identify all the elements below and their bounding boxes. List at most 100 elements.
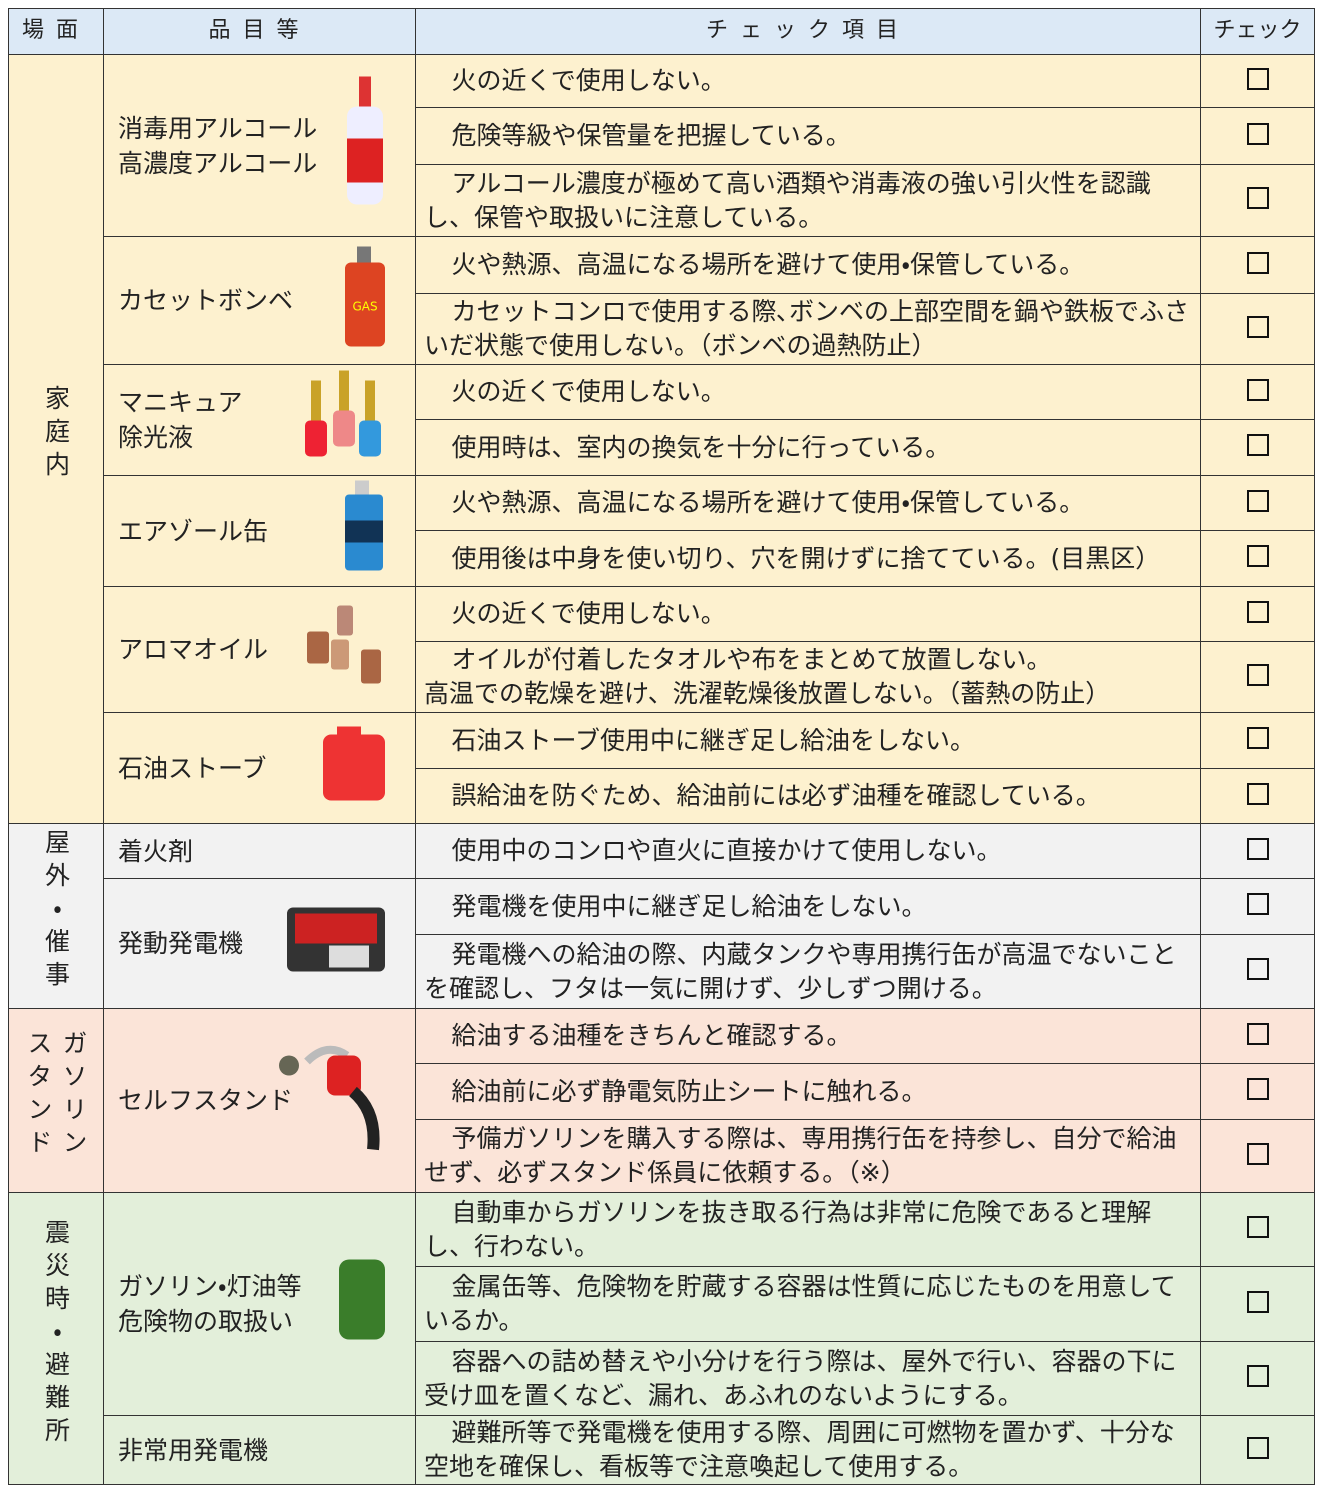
item-name: エアゾール缶 bbox=[118, 516, 269, 546]
item-cell: セルフスタンド bbox=[103, 1008, 416, 1193]
check-text: 金属缶等、危険物を貯蔵する容器は性質に応じたものを用意しているか。 bbox=[415, 1266, 1201, 1342]
checkbox-cell bbox=[1200, 293, 1315, 365]
checkbox[interactable] bbox=[1246, 893, 1269, 915]
checkbox[interactable] bbox=[1246, 1142, 1269, 1165]
item-icon bbox=[303, 605, 387, 694]
check-row: 屋外・催事 着火剤 使用中のコンロや直火に直接かけて使用しない。 bbox=[8, 823, 1315, 1009]
item-icon bbox=[277, 1041, 387, 1160]
check-row: 家庭内 消毒用アルコール 高濃度アルコール火の近くで使用しない。 bbox=[8, 54, 1315, 824]
checkbox[interactable] bbox=[1246, 251, 1269, 274]
checkbox[interactable] bbox=[1246, 545, 1269, 567]
item-cell: カセットボンベ GAS bbox=[103, 236, 416, 365]
checkbox-cell bbox=[1200, 712, 1315, 769]
item-name: マニキュア 除光液 bbox=[118, 388, 243, 452]
item-name: 着火剤 bbox=[118, 836, 194, 866]
scene-label: ガソリン スタンド bbox=[24, 1030, 88, 1162]
item-icon: GAS bbox=[343, 246, 387, 355]
scene-label: 屋外・催事 bbox=[41, 829, 71, 994]
item-icon bbox=[321, 726, 387, 810]
check-text: 給油する油種をきちんと確認する。 bbox=[415, 1008, 1201, 1064]
checkbox-cell bbox=[1200, 823, 1315, 879]
checkbox[interactable] bbox=[1246, 67, 1269, 90]
checkbox-cell bbox=[1200, 1341, 1315, 1416]
checkbox-cell bbox=[1200, 768, 1315, 824]
checkbox-cell bbox=[1200, 236, 1315, 294]
scene-cell: 屋外・催事 bbox=[8, 823, 104, 1009]
checkbox[interactable] bbox=[1246, 1022, 1269, 1045]
checkbox[interactable] bbox=[1246, 727, 1269, 749]
check-text: 危険等級や保管量を把握している。 bbox=[415, 107, 1201, 165]
check-text: アルコール濃度が極めて高い酒類や消毒液の強い引火性を認識し、保管や取扱いに注意し… bbox=[415, 164, 1201, 237]
item-name: 石油ストーブ bbox=[118, 753, 267, 783]
item-name: セルフスタンド bbox=[118, 1086, 294, 1115]
check-text: 発電機を使用中に継ぎ足し給油をしない。 bbox=[415, 878, 1201, 935]
checkbox-cell bbox=[1200, 1266, 1315, 1342]
check-text: 石油ストーブ使用中に継ぎ足し給油をしない。 bbox=[415, 712, 1201, 769]
check-text: 火や熱源、高温になる場所を避けて使用・保管している。 bbox=[415, 236, 1201, 294]
checkbox[interactable] bbox=[1246, 315, 1269, 338]
check-text: 避難所等で発電機を使用する際、周囲に可燃物を置かず、十分な空地を確保し、看板等で… bbox=[415, 1415, 1201, 1485]
checkbox-cell bbox=[1200, 107, 1315, 165]
item-cell: アロマオイル bbox=[103, 586, 416, 713]
checkbox[interactable] bbox=[1246, 1216, 1269, 1238]
header-item: 品目等 bbox=[103, 8, 416, 55]
checkbox[interactable] bbox=[1246, 1290, 1269, 1313]
header-check-item: チェック項目 bbox=[415, 8, 1201, 55]
checkbox-cell bbox=[1200, 530, 1315, 587]
scene-cell: 震災時・避難所 bbox=[8, 1192, 104, 1485]
check-text: 火の近くで使用しない。 bbox=[415, 586, 1201, 642]
item-name: アロマオイル bbox=[118, 635, 269, 664]
table-body: 家庭内 消毒用アルコール 高濃度アルコール火の近くで使用しない。 危険等級や保管量を… bbox=[8, 54, 1315, 1485]
header-check: チェック bbox=[1200, 8, 1315, 55]
checkbox-cell bbox=[1200, 586, 1315, 642]
item-cell: 非常用発電機 bbox=[103, 1415, 416, 1485]
checkbox[interactable] bbox=[1246, 837, 1269, 860]
checkbox[interactable] bbox=[1246, 1436, 1269, 1459]
checkbox[interactable] bbox=[1246, 958, 1269, 980]
checkbox[interactable] bbox=[1246, 187, 1269, 209]
checkbox-cell bbox=[1200, 641, 1315, 713]
item-icon bbox=[285, 899, 387, 988]
header-scene: 場面 bbox=[8, 8, 104, 55]
check-text: 火や熱源、高温になる場所を避けて使用・保管している。 bbox=[415, 475, 1201, 531]
check-row: 震災時・避難所 ガソリン・灯油等 危険物の取扱い 自動車からガソリンを抜き取る行為は… bbox=[8, 1192, 1315, 1485]
item-cell: 発動発電機 bbox=[103, 878, 416, 1009]
checkbox-cell bbox=[1200, 934, 1315, 1009]
check-text: 使用中のコンロや直火に直接かけて使用しない。 bbox=[415, 823, 1201, 879]
item-icon bbox=[303, 370, 387, 470]
checkbox[interactable] bbox=[1246, 1365, 1269, 1387]
check-text: 自動車からガソリンを抜き取る行為は非常に危険であると理解し、行わない。 bbox=[415, 1192, 1201, 1267]
checkbox-cell bbox=[1200, 419, 1315, 476]
check-row: エアゾール缶 火や熱源、高温になる場所を避けて使用・保管している。 bbox=[8, 475, 1315, 587]
item-cell: 消毒用アルコール 高濃度アルコール bbox=[103, 54, 416, 237]
checkbox[interactable] bbox=[1246, 122, 1269, 145]
check-row: マニキュア 除光液 火の近くで使用しない。 bbox=[8, 364, 1315, 476]
checkbox-cell bbox=[1200, 1192, 1315, 1267]
checkbox[interactable] bbox=[1246, 1078, 1269, 1100]
scene-cell: 家庭内 bbox=[8, 54, 104, 824]
item-icon bbox=[343, 76, 387, 215]
checkbox-cell bbox=[1200, 878, 1315, 935]
checkbox-cell bbox=[1200, 164, 1315, 237]
check-text: 給油前に必ず静電気防止シートに触れる。 bbox=[415, 1063, 1201, 1120]
checkbox[interactable] bbox=[1246, 782, 1269, 805]
item-cell: ガソリン・灯油等 危険物の取扱い bbox=[103, 1192, 416, 1416]
check-text: 発電機への給油の際、内蔵タンクや専用携行缶が高温でないことを確認し、フタは一気に… bbox=[415, 934, 1201, 1009]
item-name: 発動発電機 bbox=[118, 929, 244, 958]
checkbox[interactable] bbox=[1246, 378, 1269, 401]
item-cell: エアゾール缶 bbox=[103, 475, 416, 587]
item-name: 消毒用アルコール 高濃度アルコール bbox=[118, 113, 318, 178]
checkbox[interactable] bbox=[1246, 434, 1269, 456]
checkbox-cell bbox=[1200, 1008, 1315, 1064]
check-text: オイルが付着したタオルや布をまとめて放置しない。 高温での乾燥を避け、洗濯乾燥後… bbox=[415, 641, 1201, 713]
check-text: 予備ガソリンを購入する際は、専用携行缶を持参し、自分で給油せず、必ずスタンド係員… bbox=[415, 1119, 1201, 1193]
checkbox-cell bbox=[1200, 1415, 1315, 1485]
check-row: アロマオイル 火の近くで使用しない。 bbox=[8, 586, 1315, 713]
check-row: 石油ストーブ 石油ストーブ使用中に継ぎ足し給油をしない。 bbox=[8, 712, 1315, 824]
checkbox[interactable] bbox=[1246, 600, 1269, 623]
item-name: カセットボンベ bbox=[118, 286, 294, 315]
checkbox[interactable] bbox=[1246, 663, 1269, 686]
svg-text:GAS: GAS bbox=[352, 299, 377, 313]
checkbox[interactable] bbox=[1246, 489, 1269, 512]
